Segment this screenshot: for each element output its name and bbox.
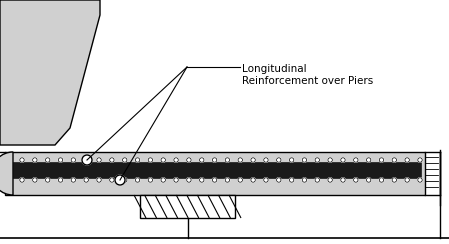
Circle shape <box>392 178 396 182</box>
Circle shape <box>174 178 178 182</box>
Circle shape <box>277 158 281 162</box>
Circle shape <box>135 158 140 162</box>
Circle shape <box>148 158 153 162</box>
Circle shape <box>123 158 127 162</box>
Circle shape <box>58 178 63 182</box>
Circle shape <box>212 178 217 182</box>
Circle shape <box>97 178 101 182</box>
Circle shape <box>161 158 165 162</box>
Circle shape <box>379 178 384 182</box>
Circle shape <box>82 155 92 165</box>
Circle shape <box>20 158 24 162</box>
Circle shape <box>110 158 114 162</box>
Circle shape <box>110 178 114 182</box>
Circle shape <box>33 158 37 162</box>
Circle shape <box>264 178 268 182</box>
Circle shape <box>302 158 307 162</box>
Circle shape <box>123 178 127 182</box>
Circle shape <box>45 178 50 182</box>
Circle shape <box>392 158 396 162</box>
Circle shape <box>315 158 320 162</box>
Circle shape <box>225 178 229 182</box>
Circle shape <box>115 175 125 185</box>
Circle shape <box>97 158 101 162</box>
Wedge shape <box>0 152 13 195</box>
Circle shape <box>45 158 50 162</box>
Circle shape <box>212 158 217 162</box>
Circle shape <box>20 178 24 182</box>
Circle shape <box>251 178 255 182</box>
Bar <box>140 195 235 218</box>
Circle shape <box>379 158 384 162</box>
Circle shape <box>199 158 204 162</box>
Circle shape <box>251 158 255 162</box>
Circle shape <box>341 178 345 182</box>
Circle shape <box>302 178 307 182</box>
Circle shape <box>84 158 88 162</box>
Circle shape <box>84 178 88 182</box>
Circle shape <box>290 178 294 182</box>
Circle shape <box>187 158 191 162</box>
Circle shape <box>199 178 204 182</box>
Circle shape <box>418 158 422 162</box>
Circle shape <box>354 178 358 182</box>
Circle shape <box>328 158 332 162</box>
Text: Longitudinal
Reinforcement over Piers: Longitudinal Reinforcement over Piers <box>242 64 373 86</box>
Bar <box>13 162 421 178</box>
Circle shape <box>366 158 371 162</box>
Circle shape <box>315 178 320 182</box>
Circle shape <box>33 178 37 182</box>
Circle shape <box>290 158 294 162</box>
Circle shape <box>71 158 75 162</box>
Circle shape <box>405 178 409 182</box>
Circle shape <box>71 178 75 182</box>
Circle shape <box>354 158 358 162</box>
Circle shape <box>225 158 229 162</box>
Circle shape <box>366 178 371 182</box>
Circle shape <box>405 158 409 162</box>
Circle shape <box>264 158 268 162</box>
Circle shape <box>341 158 345 162</box>
Circle shape <box>135 178 140 182</box>
Polygon shape <box>0 0 100 145</box>
Circle shape <box>277 178 281 182</box>
Circle shape <box>238 158 242 162</box>
Circle shape <box>58 158 63 162</box>
Bar <box>5 152 425 195</box>
Circle shape <box>328 178 332 182</box>
Circle shape <box>238 178 242 182</box>
Circle shape <box>161 178 165 182</box>
Circle shape <box>187 178 191 182</box>
Circle shape <box>418 178 422 182</box>
Circle shape <box>174 158 178 162</box>
Circle shape <box>148 178 153 182</box>
